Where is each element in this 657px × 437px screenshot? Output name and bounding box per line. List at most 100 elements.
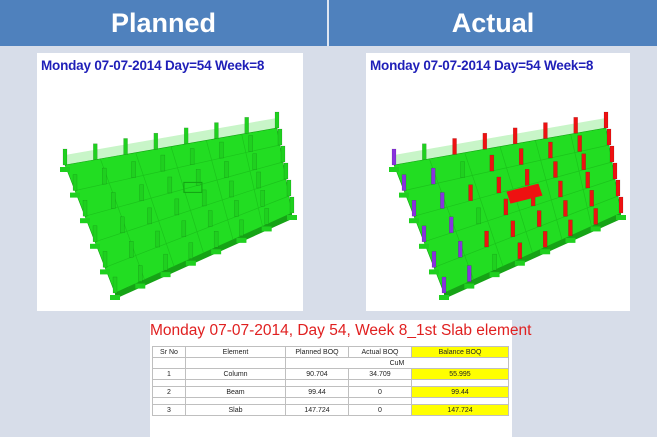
slab-grid-line: [403, 144, 610, 191]
cell-balance: 99.44: [411, 386, 509, 398]
column-mark: [252, 153, 257, 170]
column-mark: [517, 242, 523, 259]
col-header-element: Element: [185, 346, 286, 358]
column-mark: [452, 138, 457, 155]
column-mark: [181, 220, 187, 238]
column-mark: [484, 230, 489, 248]
column-mark: [129, 240, 134, 258]
partial-slab-block: [506, 183, 543, 204]
column-mark: [441, 276, 447, 294]
column-mark: [603, 111, 609, 129]
column-footing: [514, 260, 525, 266]
column-footing: [389, 167, 399, 172]
column-footing: [616, 215, 626, 220]
column-mark: [277, 128, 283, 146]
column-mark: [213, 231, 219, 248]
slab-grid-line: [104, 195, 290, 268]
cell-balance: 147.724: [411, 404, 509, 416]
column-mark: [102, 167, 107, 185]
column-mark: [401, 174, 407, 191]
actual-model-view: Monday 07-07-2014 Day=54 Week=8: [366, 53, 630, 311]
actual-3d-model: [389, 111, 626, 300]
boq-table: Sr No Element Planned BOQ Actual BOQ Bal…: [152, 346, 509, 416]
column-mark: [174, 198, 180, 216]
column-mark: [264, 208, 269, 225]
table-row: 3 Slab 147.724 0 147.724: [152, 404, 509, 416]
column-mark: [422, 143, 427, 160]
col-header-actual: Actual BOQ: [348, 346, 412, 358]
slab-front-edge: [444, 213, 621, 299]
column-mark: [93, 143, 98, 160]
column-mark: [558, 180, 563, 198]
table-header-row: Sr No Element Planned BOQ Actual BOQ Bal…: [152, 346, 509, 358]
slab-grid-line: [534, 140, 563, 240]
column-footing: [464, 283, 475, 289]
planned-3d-model: [60, 111, 297, 300]
cell-balance: 55.995: [411, 368, 509, 380]
column-mark: [482, 132, 488, 150]
column-footing: [261, 226, 272, 232]
column-mark: [577, 135, 582, 152]
column-mark: [581, 153, 586, 170]
planned-date-stamp: Monday 07-07-2014 Day=54 Week=8: [41, 58, 265, 73]
column-mark: [391, 148, 397, 166]
cell-actual: 0: [348, 404, 412, 416]
column-footing: [100, 269, 110, 275]
column-footing: [287, 215, 297, 220]
col-header-srno: Sr No: [152, 346, 186, 358]
planned-model-view: Monday 07-07-2014 Day=54 Week=8: [37, 53, 303, 311]
column-mark: [229, 180, 234, 198]
column-footing: [540, 249, 551, 255]
column-mark: [458, 240, 463, 258]
column-mark: [612, 162, 618, 180]
column-footing: [565, 237, 576, 243]
column-footing: [439, 295, 449, 300]
column-mark: [411, 199, 417, 217]
column-mark: [167, 176, 173, 194]
slab-grid-line: [570, 134, 592, 227]
column-mark: [460, 161, 465, 178]
column-mark: [183, 127, 189, 145]
cell-sr: 2: [152, 386, 186, 398]
column-mark: [239, 219, 244, 237]
column-mark: [548, 141, 553, 159]
boq-spreadsheet: Monday 07-07-2014, Day 54, Week 8_1st Sl…: [150, 320, 532, 437]
cell-planned: 90.704: [285, 368, 349, 380]
col-header-planned: Planned BOQ: [285, 346, 349, 358]
column-footing: [135, 283, 146, 289]
column-mark: [82, 199, 88, 217]
slab-grid-line: [74, 144, 281, 191]
column-mark: [593, 208, 598, 225]
column-mark: [234, 200, 239, 217]
column-mark: [289, 196, 295, 214]
column-mark: [280, 145, 286, 163]
column-mark: [431, 251, 437, 268]
column-mark: [606, 128, 612, 146]
cell-element: Beam: [185, 386, 286, 398]
column-mark: [589, 189, 594, 207]
column-mark: [160, 154, 166, 172]
column-footing: [489, 272, 500, 278]
column-mark: [618, 196, 624, 214]
column-mark: [224, 161, 229, 178]
column-mark: [568, 219, 573, 237]
slab-opening: [183, 181, 203, 193]
column-mark: [496, 176, 502, 194]
cell-sr: 3: [152, 404, 186, 416]
boq-table-title: Monday 07-07-2014, Day 54, Week 8_1st Sl…: [150, 322, 532, 339]
column-mark: [609, 145, 615, 163]
slab-grid-line: [464, 152, 504, 267]
column-mark: [131, 161, 136, 178]
column-mark: [163, 253, 168, 271]
column-mark: [111, 192, 116, 209]
column-mark: [421, 225, 427, 243]
column-mark: [195, 169, 201, 186]
column-footing: [110, 295, 120, 300]
column-mark: [542, 231, 548, 248]
column-mark: [256, 171, 261, 189]
column-mark: [449, 216, 454, 234]
column-mark: [489, 154, 495, 172]
actual-header: Actual: [329, 0, 657, 46]
column-mark: [155, 230, 160, 248]
col-header-balance: Balance BOQ: [411, 346, 509, 358]
